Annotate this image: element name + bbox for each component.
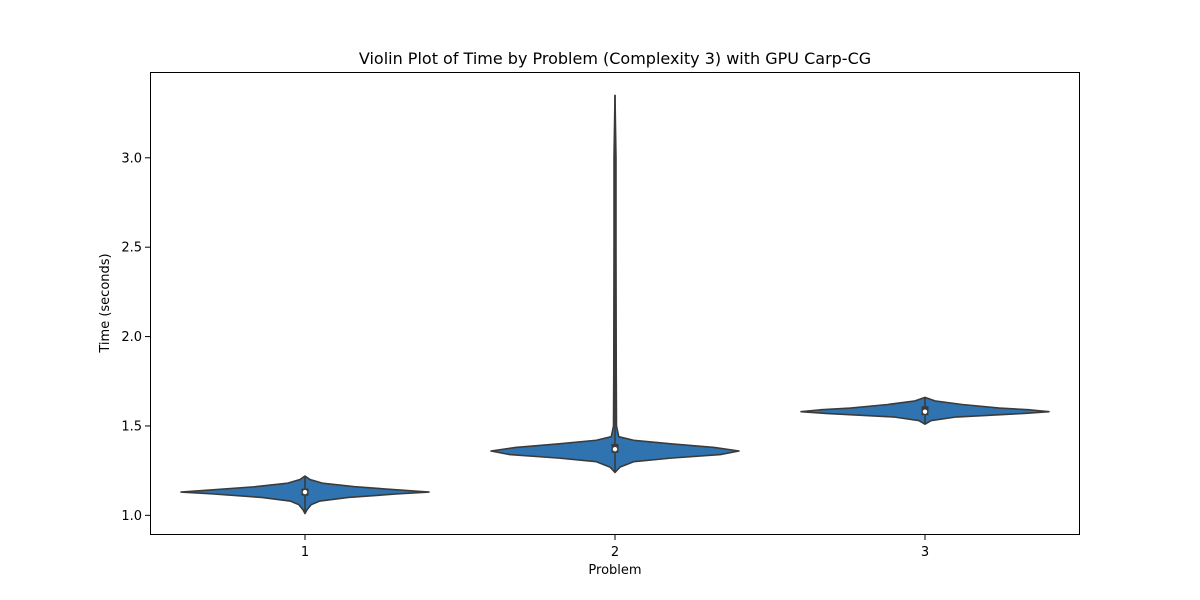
- axes-frame: [150, 72, 1080, 535]
- y-tick-label: 2.0: [121, 330, 142, 345]
- x-tick-label: 1: [301, 545, 309, 560]
- violin-1: [180, 475, 430, 515]
- y-tick-label: 1.0: [121, 509, 142, 524]
- y-tick-label: 1.5: [121, 419, 142, 434]
- violin-median-marker: [612, 446, 618, 452]
- chart-title: Violin Plot of Time by Problem (Complexi…: [359, 49, 871, 68]
- x-axis-label: Problem: [588, 563, 641, 578]
- y-axis: 1.0 1.5 2.0 2.5 3.0: [121, 151, 150, 524]
- x-tick-label: 3: [921, 545, 929, 560]
- violin-median-marker: [302, 489, 308, 495]
- y-tick-label: 3.0: [121, 151, 142, 166]
- violin-median-marker: [922, 409, 928, 414]
- violin-3: [800, 396, 1050, 425]
- y-tick-label: 2.5: [121, 241, 142, 256]
- x-axis: 1 2 3: [301, 535, 929, 560]
- plot-area: [180, 94, 1050, 515]
- y-axis-label: Time (seconds): [98, 253, 113, 353]
- x-tick-label: 2: [611, 545, 619, 560]
- violin-2: [490, 94, 740, 474]
